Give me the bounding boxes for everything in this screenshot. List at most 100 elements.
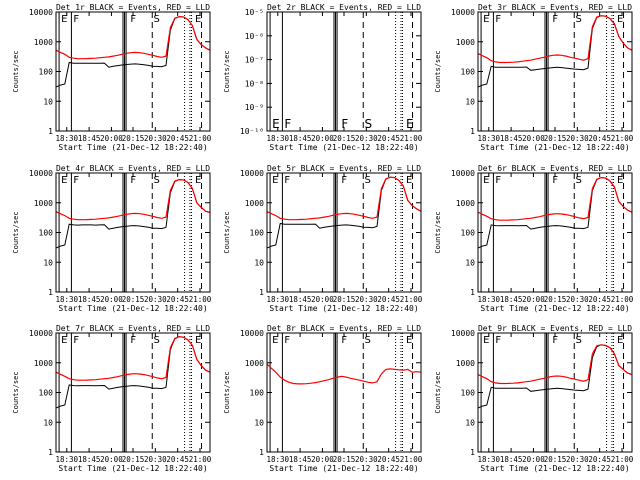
y-tick-label: 10000 [29,169,53,178]
x-tick-label: 20:30 [355,455,378,464]
series-line-lld [477,344,633,385]
y-tick-label: 1000 [245,359,264,368]
event-letter: S [364,335,370,346]
event-letter: F [130,14,136,25]
x-axis-label: Start Time (21-Dec-12 18:22:40) [480,304,629,313]
x-tick-label: 20:45 [588,134,611,143]
plot-frame [55,332,211,453]
panel-9: Det_9r BLACK = Events, RED = LLD Counts/s… [434,324,634,473]
x-tick-label: 21:00 [400,134,423,143]
y-axis-label: Counts/sec [12,50,20,92]
y-axis-label: Counts/sec [12,211,20,253]
x-axis-label: Start Time (21-Dec-12 18:22:40) [269,143,418,152]
x-tick-label: 20:15 [122,455,145,464]
y-tick-label: 10000 [451,329,475,338]
y-tick-label: 1 [259,448,264,457]
x-tick-label: 20:45 [588,295,611,304]
y-tick-label: 1 [259,288,264,297]
y-axis-label: Counts/sec [223,211,231,253]
event-letter: E [195,175,201,186]
plot-frame [477,11,633,132]
x-tick-label: 20:15 [544,455,567,464]
x-tick-label: 20:15 [544,134,567,143]
y-axis-label: Counts/sec [434,371,442,413]
plot-frame [477,172,633,293]
event-letter: S [364,117,372,131]
panel-1: Det_1r BLACK = Events, RED = LLD Counts/s… [12,3,212,152]
x-tick-label: 20:30 [144,295,167,304]
event-letter: F [73,175,79,186]
x-tick-label: 21:00 [400,455,423,464]
series-line-events [55,336,211,409]
event-letter: S [364,175,370,186]
series-line-lld [266,176,422,221]
event-letter: E [483,175,489,186]
y-tick-label: 10000 [240,169,264,178]
x-tick-label: 20:30 [566,455,589,464]
event-letter: E [195,335,201,346]
x-tick-label: 20:30 [144,134,167,143]
event-letter: F [73,335,79,346]
x-tick-label: 18:45 [289,134,312,143]
x-tick-label: 20:15 [122,295,145,304]
event-letter: F [495,175,501,186]
y-tick-label: 1000 [34,38,53,47]
y-tick-label: 10000 [240,329,264,338]
y-tick-label: 10⁻¹⁰ [240,127,264,136]
x-tick-label: 18:45 [78,295,101,304]
y-tick-label: 100 [39,389,54,398]
panel-4: Det_4r BLACK = Events, RED = LLD Counts/s… [12,164,212,313]
x-tick-label: 20:30 [566,295,589,304]
x-tick-label: 18:45 [78,134,101,143]
panel-title: Det_1r BLACK = Events, RED = LLD [56,3,210,12]
event-letter: E [406,117,414,131]
y-tick-label: 1 [48,127,53,136]
panel-2: Det_2r BLACK = Events, RED = LLD Counts/s… [223,3,423,152]
x-tick-label: 20:00 [522,134,545,143]
x-tick-label: 20:00 [311,455,334,464]
x-tick-label: 21:00 [189,134,212,143]
x-tick-label: 20:45 [588,455,611,464]
event-letter: F [341,335,347,346]
x-tick-label: 20:30 [566,134,589,143]
x-tick-label: 20:00 [311,295,334,304]
panel-title: Det_6r BLACK = Events, RED = LLD [478,164,632,173]
event-letter: F [284,117,291,131]
y-tick-label: 10000 [29,329,53,338]
event-letter: E [617,175,623,186]
series-line-lld [266,363,422,385]
x-axis-label: Start Time (21-Dec-12 18:22:40) [480,143,629,152]
event-letter: E [483,335,489,346]
series-line-events [477,177,633,249]
x-tick-label: 21:00 [400,295,423,304]
y-axis-label: Counts/sec [12,371,20,413]
x-tick-label: 20:45 [166,134,189,143]
x-tick-label: 18:45 [289,295,312,304]
panel-title: Det_7r BLACK = Events, RED = LLD [56,324,210,333]
event-letter: E [406,335,412,346]
y-tick-label: 10 [43,258,53,267]
event-letter: E [195,14,201,25]
x-axis-label: Start Time (21-Dec-12 18:22:40) [269,304,418,313]
panel-title: Det_8r BLACK = Events, RED = LLD [267,324,421,333]
y-tick-label: 1 [470,288,475,297]
event-letter: F [495,14,501,25]
y-tick-label: 10⁻⁷ [245,56,264,65]
event-letter: F [341,175,347,186]
y-tick-label: 1000 [456,199,475,208]
event-letter: F [495,335,501,346]
x-tick-label: 20:45 [377,295,400,304]
series-line-lld [55,336,211,381]
x-tick-label: 20:00 [100,134,123,143]
x-tick-label: 18:30 [477,455,500,464]
panel-7: Det_7r BLACK = Events, RED = LLD Counts/s… [12,324,212,473]
x-tick-label: 20:00 [522,295,545,304]
event-letter: E [272,117,280,131]
x-tick-label: 18:30 [477,134,500,143]
x-tick-label: 20:00 [100,295,123,304]
panel-title: Det_4r BLACK = Events, RED = LLD [56,164,210,173]
series-line-events [266,176,422,249]
event-letter: S [153,175,159,186]
x-tick-label: 20:15 [333,295,356,304]
